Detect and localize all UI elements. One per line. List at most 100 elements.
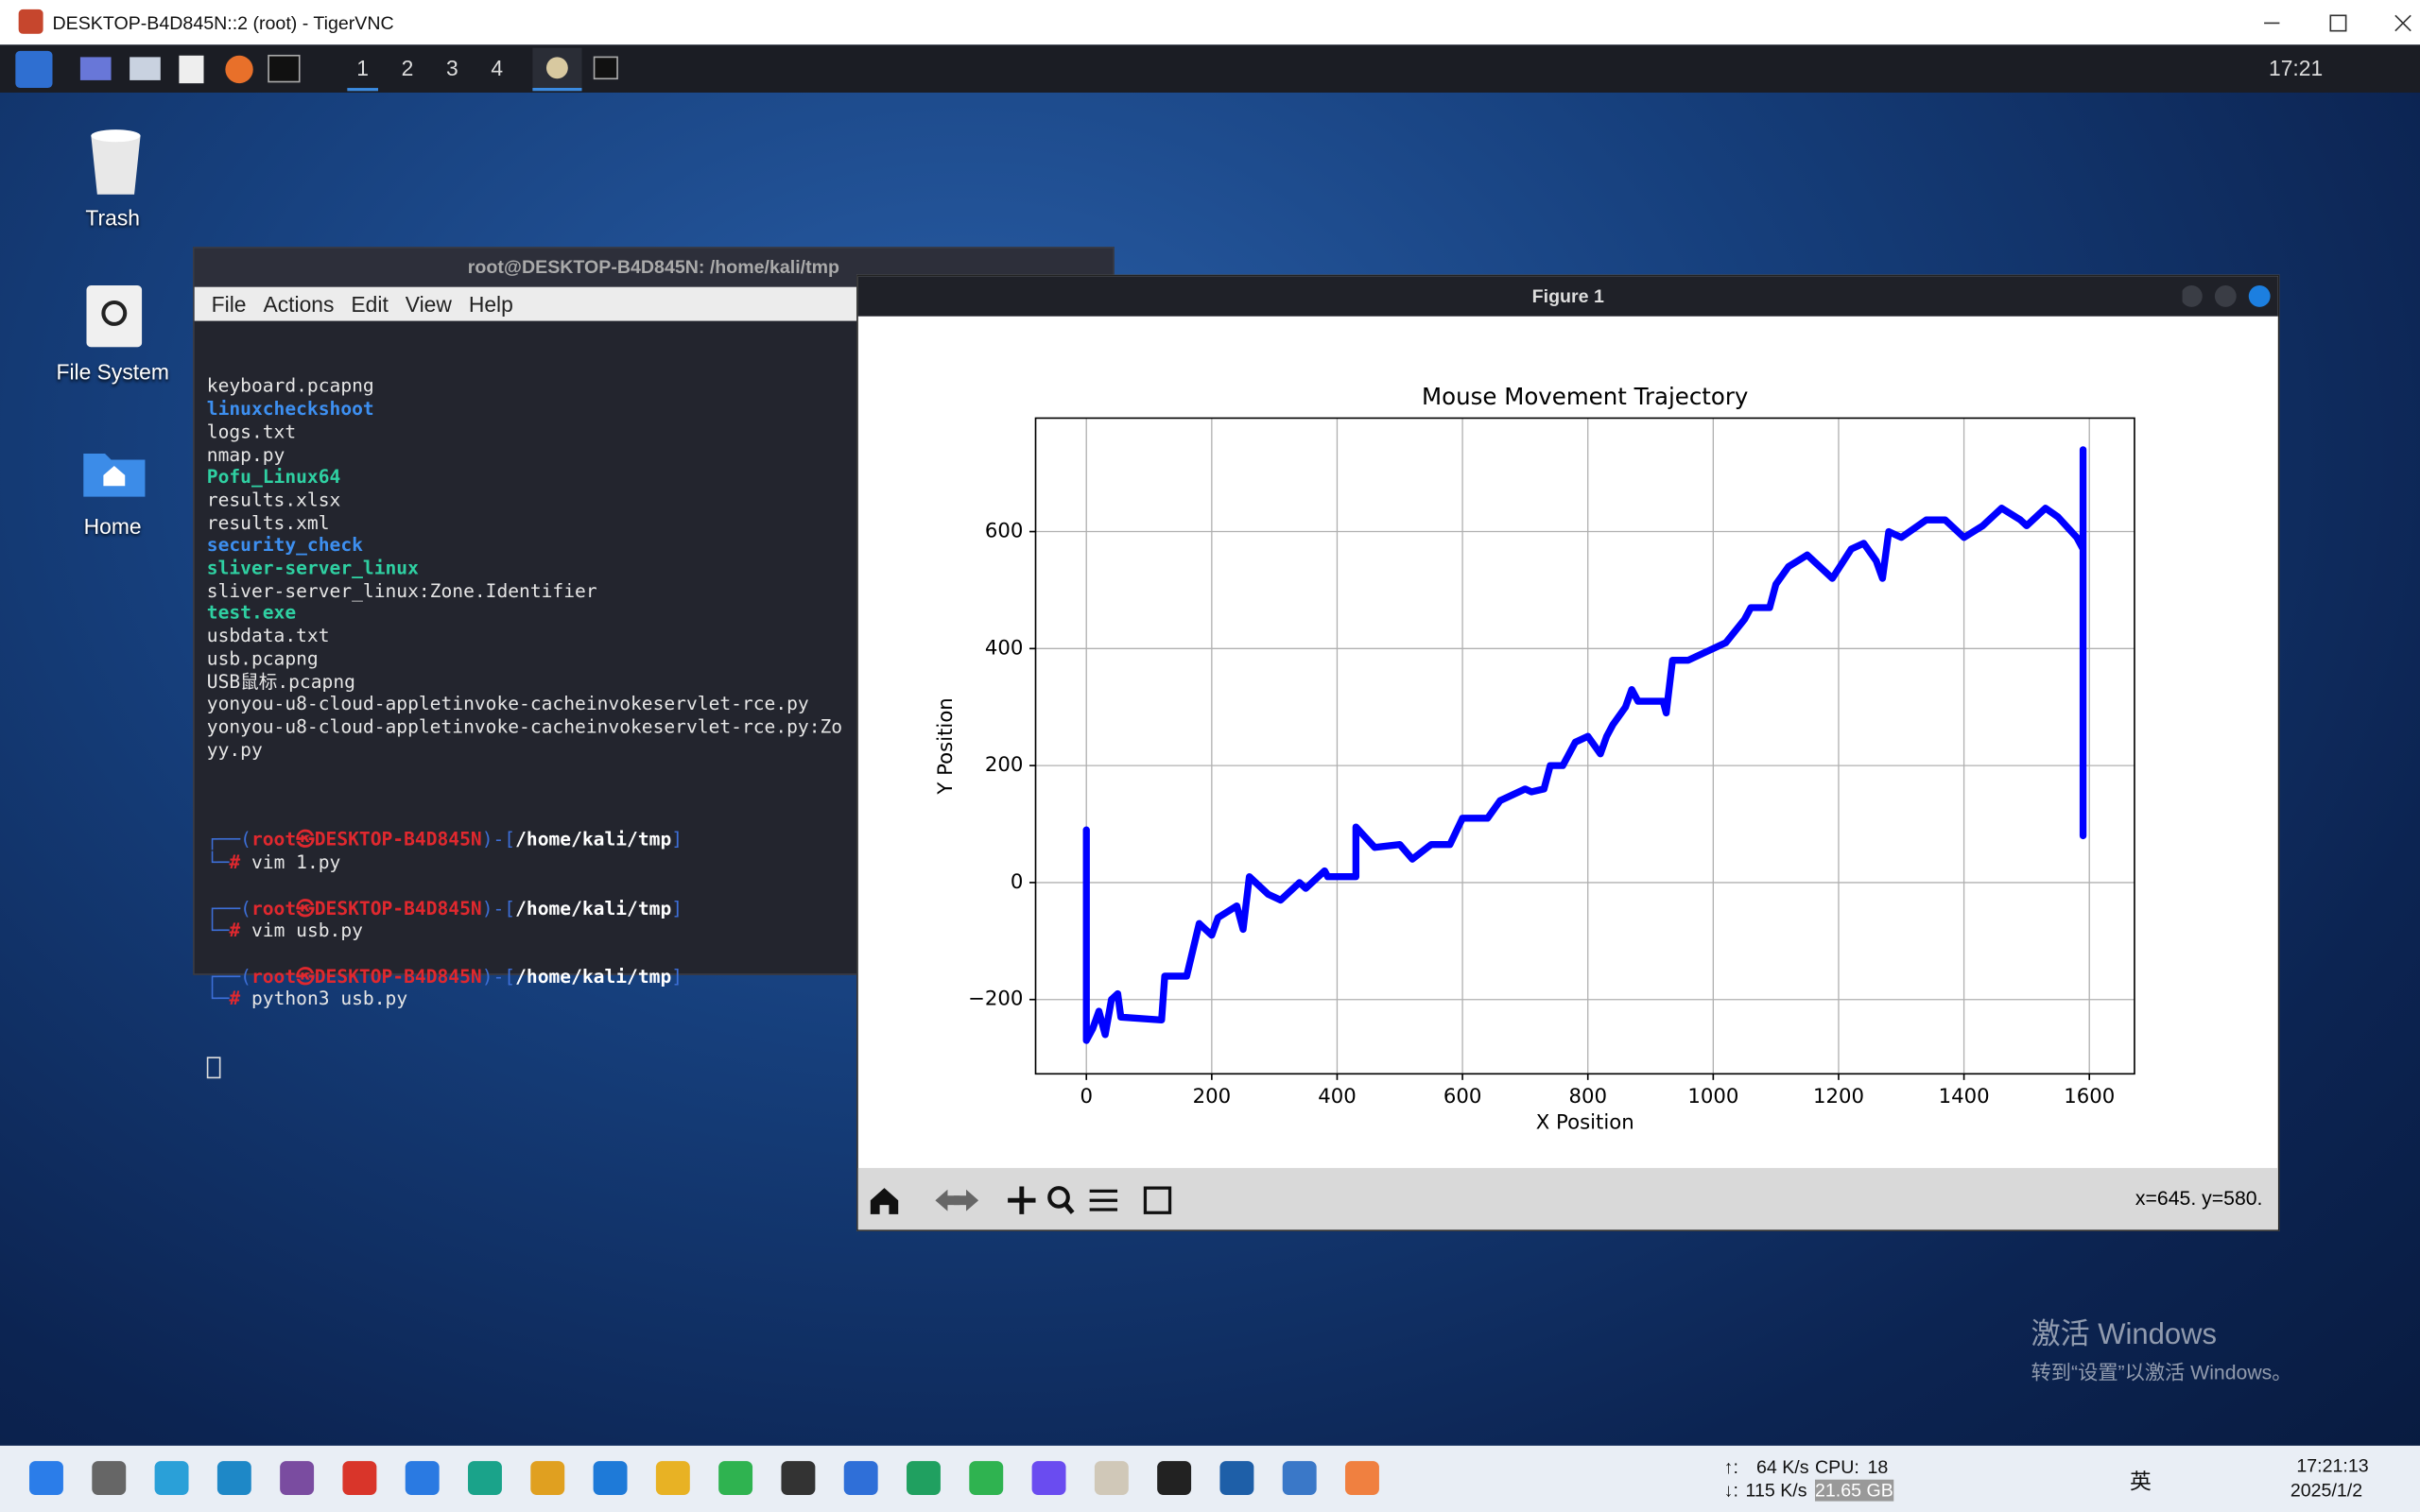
task-buttons[interactable] xyxy=(532,47,625,92)
taskbar-app-icon[interactable] xyxy=(907,1461,941,1496)
y-tick-label: 200 xyxy=(985,753,1024,777)
prompt: ┌──(root㉿DESKTOP-B4D845N)-[/home/kali/tm… xyxy=(207,897,842,942)
taskbar-app-icon[interactable] xyxy=(781,1461,816,1496)
filesystem-icon[interactable] xyxy=(86,285,143,348)
net-down-rate: 115 K/s xyxy=(1745,1479,1807,1502)
time[interactable]: 17:21:13 xyxy=(2296,1454,2369,1477)
taskbar-app-icon[interactable] xyxy=(280,1461,315,1496)
home-icon[interactable] xyxy=(83,447,146,497)
trash-icon[interactable] xyxy=(85,127,147,198)
workspace[interactable]: 3 xyxy=(445,55,458,80)
window-controls[interactable] xyxy=(2254,9,2420,37)
clock: 17:21 xyxy=(2269,55,2324,80)
prompt-part: ] xyxy=(671,897,683,919)
file-entry: Pofu_Linux64 xyxy=(206,466,341,489)
prompt-part: )-[ xyxy=(481,897,516,919)
panel-launchers[interactable] xyxy=(12,48,344,90)
taskbar-app-icon[interactable] xyxy=(1345,1461,1379,1496)
taskbar-app-icon[interactable] xyxy=(530,1461,565,1496)
prompt-part: /home/kali/tmp xyxy=(515,829,672,851)
figure-title: Figure 1 xyxy=(857,276,2278,317)
prompt-command: └─# python3 usb.py xyxy=(207,988,842,1010)
net-up-rate: 64 K/s xyxy=(1755,1456,1809,1479)
figure-toolbar: x=645. y=580. xyxy=(857,1167,2278,1230)
prompt-part: vim 1.py xyxy=(240,851,341,874)
chart: Mouse Movement Trajectory X Position Y Pos… xyxy=(934,383,2135,1135)
taskbar-app-icon[interactable] xyxy=(468,1461,502,1496)
file-entry: sliver-server_linux:Zone.Identifier xyxy=(206,579,597,602)
file-entry: nmap.py xyxy=(206,443,285,466)
desktop-icon-label[interactable]: Home xyxy=(83,513,142,539)
trajectory-line xyxy=(1082,446,2087,1044)
prompt-head: ┌──(root㉿DESKTOP-B4D845N)-[/home/kali/tm… xyxy=(207,829,842,851)
y-axis-label: Y Position xyxy=(934,697,958,795)
taskbar-app-icon[interactable] xyxy=(593,1461,628,1496)
taskbar-apps[interactable] xyxy=(0,1446,1420,1512)
taskbar-app-icon[interactable] xyxy=(843,1461,878,1496)
y-tick-label: 600 xyxy=(985,520,1024,543)
file-entry: yonyou-u8-cloud-appletinvoke-cacheinvoke… xyxy=(206,715,843,738)
ime[interactable]: 英 xyxy=(2130,1469,2152,1494)
vnc-title-bar: DESKTOP-B4D845N::2 (root) - TigerVNC xyxy=(0,0,2420,45)
taskbar-app-icon[interactable] xyxy=(969,1461,1004,1496)
file-entry: results.xml xyxy=(206,511,330,534)
desktop-icon-label[interactable]: File System xyxy=(56,359,169,385)
menu-item[interactable]: Actions xyxy=(263,291,335,317)
vnc-icon xyxy=(18,9,43,34)
taskbar-app-icon[interactable] xyxy=(154,1461,189,1496)
toolbar-buttons[interactable] xyxy=(868,1183,1177,1217)
menu-item[interactable]: View xyxy=(405,291,452,317)
menu-item[interactable]: File xyxy=(211,291,247,317)
taskbar-app-icon[interactable] xyxy=(92,1461,127,1496)
cpu-value: 18 xyxy=(1867,1456,1889,1479)
prompt-part: root㉿DESKTOP-B4D845N xyxy=(251,829,482,851)
prompt-part: # xyxy=(229,919,241,942)
prompt-part: # xyxy=(229,988,241,1010)
file-entry: sliver-server_linux xyxy=(206,557,419,579)
prompt-command: └─# vim 1.py xyxy=(207,851,842,874)
prompt-part: └─ xyxy=(206,919,230,942)
taskbar-app-icon[interactable] xyxy=(29,1461,63,1496)
watermark-text: 转到“设置”以激活 Windows。 xyxy=(2031,1361,2292,1384)
net-up: ↑: xyxy=(1723,1456,1738,1479)
taskbar-app-icon[interactable] xyxy=(1157,1461,1192,1496)
prompt-part: ┌──( xyxy=(206,965,251,988)
file-entry: logs.txt xyxy=(206,421,297,443)
taskbar-app-icon[interactable] xyxy=(655,1461,690,1496)
workspace[interactable]: 4 xyxy=(491,55,504,80)
watermark-title: 激活 Windows xyxy=(2031,1318,2218,1352)
y-tick-label: 400 xyxy=(985,636,1024,660)
date[interactable]: 2025/1/2 xyxy=(2290,1479,2363,1502)
vnc-title: DESKTOP-B4D845N::2 (root) - TigerVNC xyxy=(52,12,394,34)
chart-title: Mouse Movement Trajectory xyxy=(1422,383,1748,410)
file-entry: yonyou-u8-cloud-appletinvoke-cacheinvoke… xyxy=(206,693,809,715)
workspace[interactable]: 1 xyxy=(347,56,378,92)
menu-item[interactable]: Help xyxy=(468,291,513,317)
memory: 21.65 GB xyxy=(1814,1479,1893,1502)
figure-controls[interactable] xyxy=(2182,284,2275,308)
prompt-part: python3 usb.py xyxy=(240,988,408,1010)
taskbar-app-icon[interactable] xyxy=(405,1461,440,1496)
menu-item[interactable]: Edit xyxy=(351,291,389,317)
y-tick-label: 0 xyxy=(1011,870,1024,894)
taskbar-app-icon[interactable] xyxy=(1031,1461,1066,1496)
prompt: ┌──(root㉿DESKTOP-B4D845N)-[/home/kali/tm… xyxy=(207,829,842,874)
desktop-icon-label[interactable]: Trash xyxy=(85,205,140,231)
taskbar-app-icon[interactable] xyxy=(1282,1461,1317,1496)
windows-taskbar: ↑: 64 K/s ↓: 115 K/s CPU: 18 21.65 GB 英 … xyxy=(0,1445,2420,1512)
taskbar-app-icon[interactable] xyxy=(216,1461,251,1496)
prompt-part: └─ xyxy=(206,988,230,1010)
taskbar-app-icon[interactable] xyxy=(342,1461,377,1496)
taskbar-app-icon[interactable] xyxy=(1094,1461,1129,1496)
file-entry: usb.pcapng xyxy=(206,647,319,670)
prompt-head: ┌──(root㉿DESKTOP-B4D845N)-[/home/kali/tm… xyxy=(207,897,842,919)
taskbar-app-icon[interactable] xyxy=(1219,1461,1254,1496)
workspace[interactable]: 2 xyxy=(401,55,414,80)
prompt-part: vim usb.py xyxy=(240,919,363,942)
net-down: ↓: xyxy=(1723,1479,1738,1502)
prompt: ┌──(root㉿DESKTOP-B4D845N)-[/home/kali/tm… xyxy=(207,965,842,1010)
taskbar-app-icon[interactable] xyxy=(718,1461,753,1496)
plot-frame xyxy=(1034,417,2135,1075)
